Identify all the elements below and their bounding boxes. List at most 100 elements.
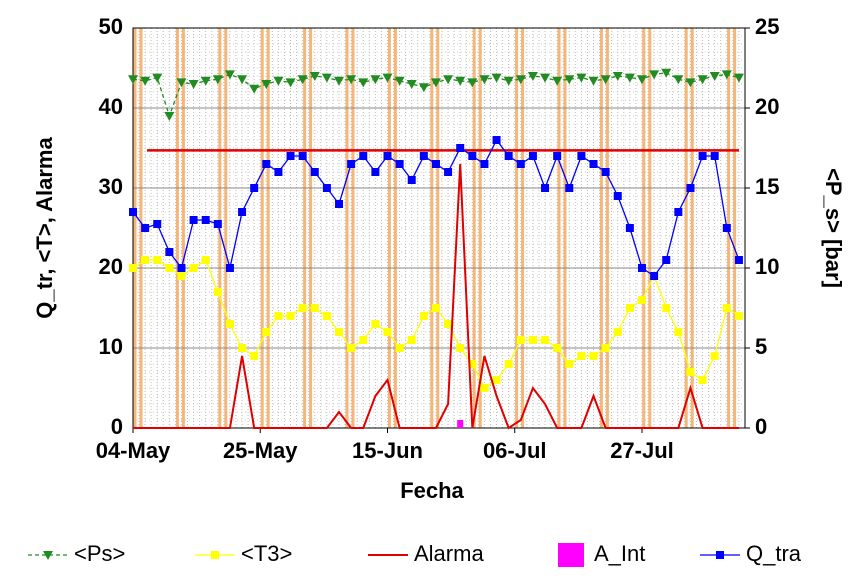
point: [576, 73, 587, 83]
point: [589, 160, 598, 168]
point: [418, 83, 429, 93]
point: [250, 184, 259, 192]
point: [733, 73, 744, 83]
legend-label: A_Int: [594, 541, 645, 566]
x-tick-label: 04-May: [96, 438, 171, 463]
point: [553, 344, 562, 352]
point: [250, 352, 259, 360]
point: [140, 76, 151, 86]
point: [722, 304, 731, 312]
point: [468, 152, 477, 160]
point: [298, 304, 307, 312]
point: [577, 352, 586, 360]
point: [371, 320, 380, 328]
point: [721, 70, 732, 80]
legend-item: <Ps>: [28, 541, 125, 566]
legend-label: <T3>: [241, 541, 292, 566]
y2-tick-label: 0: [755, 414, 767, 439]
point: [419, 312, 428, 320]
point: [553, 152, 562, 160]
y-tick-label: 30: [99, 174, 123, 199]
point: [370, 75, 381, 85]
point: [480, 384, 489, 392]
point: [285, 78, 296, 88]
y-tick-label: 20: [99, 254, 123, 279]
point: [600, 75, 611, 85]
x-tick-label: 06-Jul: [483, 438, 547, 463]
point: [698, 152, 707, 160]
point: [674, 208, 683, 216]
point: [153, 220, 162, 228]
point: [286, 152, 295, 160]
point: [225, 320, 234, 328]
point: [467, 78, 478, 88]
series-markers: [129, 136, 743, 280]
point: [188, 80, 199, 89]
point: [601, 168, 610, 176]
point: [698, 376, 707, 384]
point: [662, 256, 671, 264]
point: [347, 344, 356, 352]
y2-axis-label: <P_s> [bar]: [821, 168, 846, 288]
y-tick-label: 10: [99, 334, 123, 359]
point: [359, 152, 368, 160]
point: [636, 75, 647, 85]
point: [430, 78, 441, 88]
point: [189, 264, 198, 272]
point: [650, 272, 659, 280]
point: [165, 264, 174, 272]
x-axis-label: Fecha: [400, 478, 464, 503]
y2-tick-label: 10: [755, 254, 779, 279]
point: [674, 328, 683, 336]
point: [685, 78, 696, 88]
point: [480, 160, 489, 168]
point: [479, 75, 490, 85]
point: [503, 76, 514, 86]
point: [734, 256, 743, 264]
point: [164, 112, 175, 121]
point: [468, 360, 477, 368]
point: [565, 360, 574, 368]
point: [456, 144, 465, 152]
point: [201, 256, 210, 264]
y-tick-label: 0: [111, 414, 123, 439]
x-tick-label: 27-Jul: [610, 438, 674, 463]
point: [395, 344, 404, 352]
point: [382, 73, 393, 83]
series-markers: [129, 256, 743, 392]
point: [383, 152, 392, 160]
point: [141, 256, 150, 264]
y2-tick-label: 15: [755, 174, 779, 199]
point: [237, 75, 248, 85]
point: [212, 75, 223, 85]
legend-label: <Ps>: [74, 541, 125, 566]
point: [722, 224, 731, 232]
point: [528, 152, 537, 160]
point: [141, 224, 150, 232]
legend-item: Q_tra: [700, 541, 802, 566]
point: [710, 152, 719, 160]
point: [649, 70, 660, 80]
point: [516, 336, 525, 344]
point: [274, 168, 283, 176]
point: [625, 304, 634, 312]
point: [455, 76, 466, 86]
point: [358, 78, 369, 88]
point: [335, 328, 344, 336]
point: [709, 72, 720, 81]
point: [213, 288, 222, 296]
point: [541, 184, 550, 192]
point: [444, 168, 453, 176]
point: [528, 336, 537, 344]
legend-marker: [211, 551, 219, 559]
point: [710, 352, 719, 360]
legend-item: Alarma: [368, 541, 484, 566]
point: [406, 80, 417, 89]
point: [541, 336, 550, 344]
point: [624, 73, 635, 83]
series-line: [132, 259, 740, 389]
point: [152, 73, 163, 83]
y2-tick-label: 20: [755, 94, 779, 119]
point: [383, 328, 392, 336]
point: [431, 160, 440, 168]
